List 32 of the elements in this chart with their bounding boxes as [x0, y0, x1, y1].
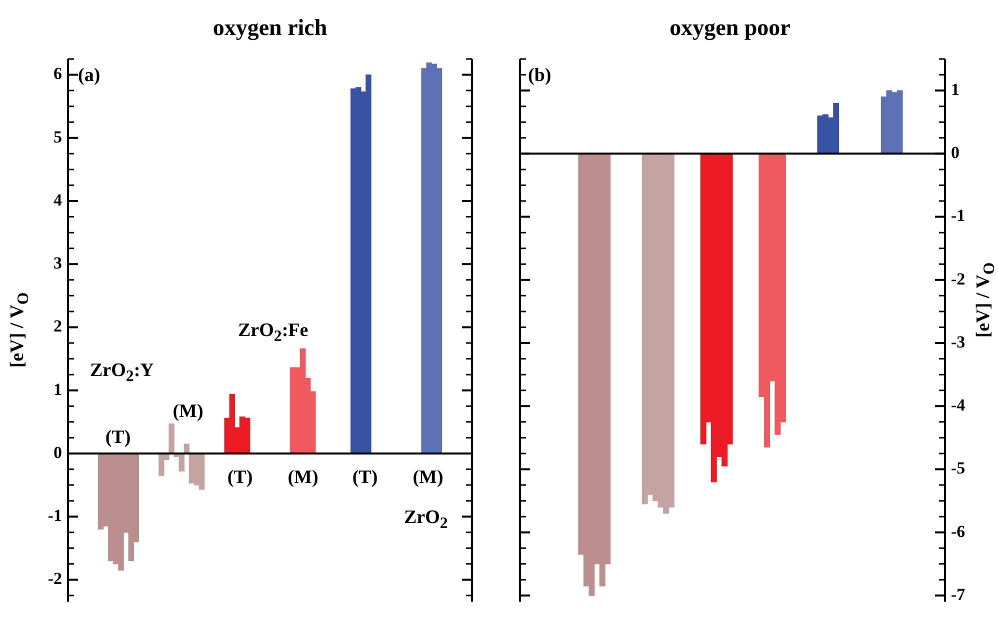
annotation: (T) — [227, 467, 253, 489]
annotation: (M) — [288, 467, 318, 489]
bar — [168, 423, 174, 454]
y-tick-label: -5 — [951, 458, 966, 478]
y-tick-label: 2 — [54, 316, 62, 336]
y-tick-label: -4 — [951, 396, 966, 415]
y-tick-label: -7 — [951, 584, 966, 604]
y-tick-label: 0 — [951, 143, 960, 162]
annotation: (T) — [105, 427, 131, 449]
annotation: (a) — [78, 65, 100, 87]
annotation: ZrO$_{2}$:Fe — [238, 320, 308, 346]
y-tick-label: 0 — [54, 442, 62, 462]
y-tick-label: 4 — [54, 190, 62, 210]
y-tick-label: -1 — [951, 206, 966, 226]
y-tick-label: 1 — [951, 80, 960, 99]
y-tick-label: -2 — [951, 269, 966, 288]
y-tick-label: -3 — [951, 332, 966, 352]
annotation: ZrO$_{2}$ — [404, 507, 448, 533]
y-tick-label: 1 — [54, 380, 62, 399]
annotation: (M) — [172, 401, 204, 423]
annotation: (T) — [352, 467, 378, 489]
y-tick-label: -6 — [951, 522, 966, 541]
y-tick-label: 5 — [54, 127, 62, 146]
y-tick-label: 6 — [54, 64, 62, 84]
y-tick-label: 3 — [54, 254, 62, 273]
y-tick-label: -2 — [48, 569, 62, 588]
chart-title: oxygen poor — [670, 15, 790, 41]
annotation: ZrO$_{2}$:Y — [90, 360, 154, 386]
annotation: (M) — [412, 467, 444, 489]
y-tick-label: -1 — [48, 506, 62, 525]
annotation: (b) — [528, 65, 552, 87]
chart-title: oxygen rich — [212, 15, 328, 41]
